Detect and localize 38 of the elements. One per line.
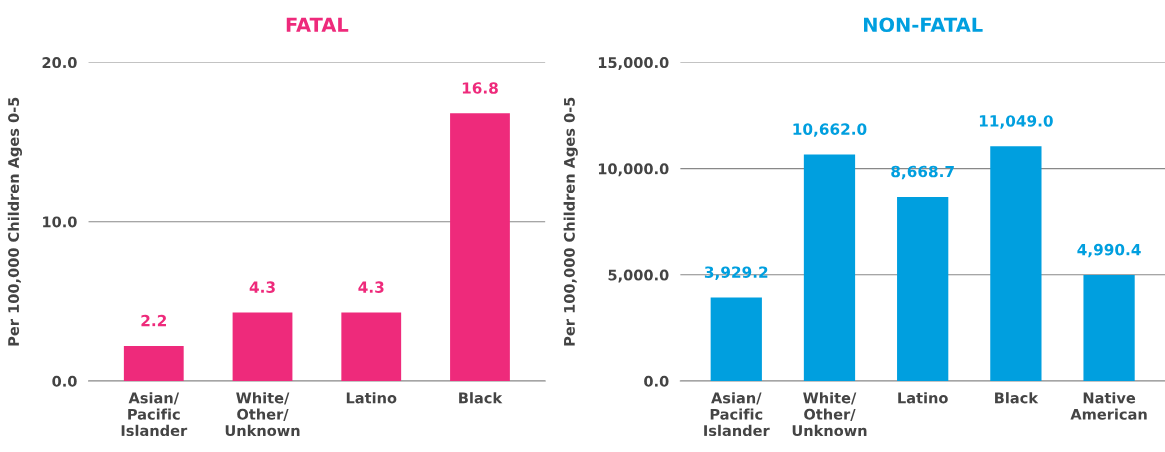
bar: [1083, 275, 1135, 382]
data-label: 16.8: [462, 82, 498, 94]
x-tick-label: Black: [459, 392, 503, 404]
y-tick-label: 20.0: [42, 57, 77, 69]
bar: [990, 146, 1042, 382]
bar: [897, 196, 949, 382]
data-label: 4.3: [249, 281, 275, 293]
y-tick-label: 10,000.0: [598, 163, 669, 177]
y-tick-label: 15,000.0: [598, 57, 669, 70]
data-label: 4.3: [358, 281, 384, 293]
x-tick-label: Latino: [898, 392, 948, 404]
bar: [450, 113, 510, 382]
x-tick-label: White/ Other/ Unknown: [792, 392, 867, 437]
x-tick-label: Asian/ Pacific Islander: [704, 392, 770, 437]
bar: [710, 297, 762, 382]
bar: [232, 312, 293, 382]
chart-title: FATAL: [286, 17, 349, 32]
bar: [803, 154, 856, 382]
data-label: 8,668.7: [891, 165, 954, 180]
bar: [123, 345, 184, 382]
y-tick-label: 5,000.0: [608, 269, 669, 283]
bar: [341, 312, 402, 382]
x-tick-label: White/ Other/ Unknown: [225, 392, 300, 437]
data-label: 11,049.0: [979, 115, 1053, 129]
y-tick-label: 0.0: [644, 375, 669, 387]
y-tick-label: 0.0: [52, 375, 77, 387]
x-tick-label: Native American: [1070, 392, 1147, 420]
y-axis-title: Per 100,000 Children Ages 0-5: [563, 97, 578, 346]
x-tick-label: Black: [995, 392, 1039, 404]
data-label: 2.2: [141, 314, 166, 327]
data-label: 4,990.4: [1077, 243, 1141, 258]
chart-title: NON-FATAL: [864, 17, 983, 33]
data-label: 3,929.2: [704, 266, 768, 280]
y-axis-title: Per 100,000 Children Ages 0-5: [7, 97, 22, 346]
x-tick-label: Latino: [346, 392, 397, 404]
x-tick-label: Asian/ Pacific Islander: [121, 392, 188, 437]
y-tick-label: 10.0: [43, 216, 77, 228]
data-label: 10,662.0: [793, 123, 867, 137]
